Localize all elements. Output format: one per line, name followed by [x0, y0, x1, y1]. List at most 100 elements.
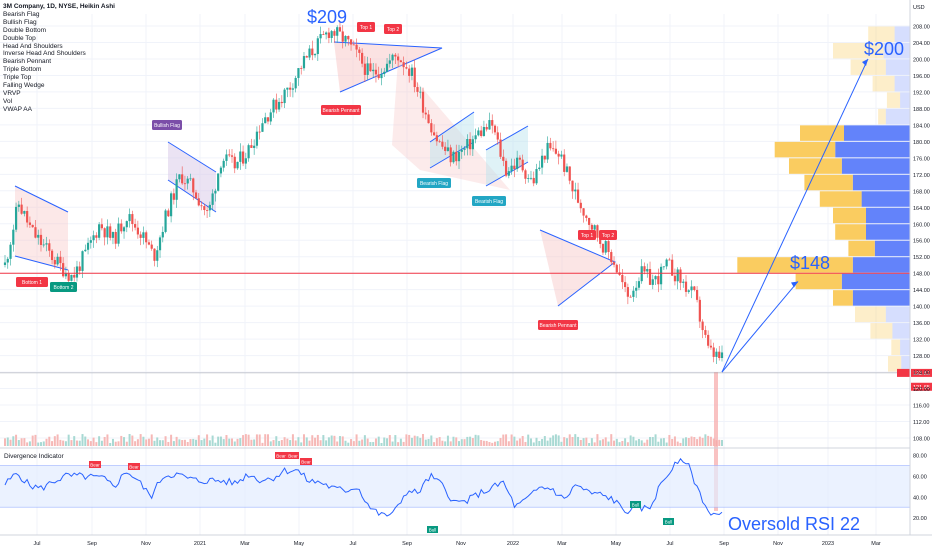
volume-bar — [596, 434, 599, 446]
volume-bar — [449, 441, 452, 446]
candle-body — [17, 204, 20, 207]
volume-bar — [499, 438, 502, 446]
volume-bar — [23, 438, 26, 446]
label-top-1: Top 1 — [360, 25, 372, 31]
candle-body — [648, 269, 652, 285]
volume-bar — [374, 438, 377, 446]
volume-bar — [272, 440, 275, 446]
volume-bar — [535, 437, 538, 446]
candle-body — [582, 208, 585, 216]
candle-body — [466, 139, 469, 149]
indicator-item[interactable]: Vol — [3, 97, 13, 105]
volume-bar — [590, 438, 593, 446]
candle-body — [701, 321, 704, 331]
candle-body — [410, 67, 414, 76]
candle-body — [225, 154, 228, 161]
volume-bar — [297, 437, 300, 446]
label-bearish-flag-2-bg — [472, 196, 506, 206]
volume-bar — [410, 437, 413, 446]
volume-bar — [17, 439, 20, 446]
indicator-item[interactable]: Bullish Flag — [3, 18, 37, 26]
volume-bar — [286, 438, 289, 446]
candle-body — [369, 63, 372, 72]
pattern-line — [167, 141, 217, 173]
candle-body — [131, 214, 134, 225]
indicator-item[interactable]: VRVP — [3, 89, 21, 97]
time-tick-label: Jul — [666, 541, 673, 547]
indicator-item[interactable]: Triple Top — [3, 74, 32, 82]
candle-body — [73, 274, 76, 278]
volume-bar — [92, 437, 95, 446]
volume-profile-up-bar — [833, 42, 884, 59]
label-bullish-flag: Bullish Flag — [154, 123, 180, 129]
candle-body — [540, 155, 544, 168]
label-top-2-b: Top 2 — [602, 233, 614, 239]
candle-body — [217, 173, 220, 191]
volume-bar — [225, 435, 228, 446]
price-tick-label: 208.00 — [913, 25, 930, 31]
candle-body — [468, 139, 472, 150]
volume-bar — [131, 435, 134, 446]
candle-body — [181, 174, 184, 184]
volume-profile-up-bar — [855, 306, 886, 323]
volume-bar — [635, 440, 638, 446]
volume-bar — [624, 438, 627, 446]
indicator-item[interactable]: Double Bottom — [3, 26, 46, 34]
volume-bar — [424, 439, 427, 446]
volume-bar — [117, 441, 120, 446]
candle-body — [474, 135, 477, 140]
candle-body — [621, 274, 624, 283]
indicator-item[interactable]: Bearish Flag — [3, 10, 40, 18]
indicator-item[interactable]: Falling Wedge — [3, 82, 45, 90]
candle-body — [308, 48, 311, 58]
candle-body — [408, 68, 411, 76]
candle-body — [277, 101, 281, 110]
label-bottom-1-bg — [16, 277, 48, 287]
price-tick-label: 184.00 — [913, 123, 930, 129]
candle-body — [535, 169, 538, 184]
indicator-item[interactable]: Head And Shoulders — [3, 42, 63, 50]
volume-bar — [455, 437, 458, 446]
indicator-item[interactable]: Double Top — [3, 34, 36, 42]
volume-bar — [621, 440, 624, 446]
candle-body — [12, 229, 15, 245]
volume-bar — [325, 440, 328, 446]
indicator-item[interactable]: Triple Bottom — [3, 66, 42, 74]
volume-bar — [181, 440, 184, 446]
pattern-line — [539, 229, 616, 307]
candle-body — [673, 275, 677, 282]
indicator-item[interactable]: Inverse Head And Shoulders — [3, 50, 86, 58]
indicator-item[interactable]: Bearish Pennant — [3, 58, 52, 66]
osc-bear-label: Bear — [276, 453, 286, 458]
volume-bar — [56, 434, 59, 446]
volume-bar — [45, 438, 48, 446]
volume-bar — [402, 441, 405, 446]
volume-bar — [386, 438, 389, 446]
volume-bar — [120, 435, 123, 446]
osc-bear-label-bg — [89, 461, 101, 468]
candle-body — [516, 157, 519, 169]
candle-body — [236, 161, 239, 169]
indicator-item[interactable]: VWAP AA — [3, 105, 32, 113]
volume-bar — [294, 440, 297, 446]
volume-bar — [466, 436, 469, 446]
candle-body — [98, 224, 101, 238]
time-tick-label: May — [611, 541, 622, 547]
volume-profile-up-bar — [886, 92, 901, 108]
candle-body — [615, 264, 618, 273]
candle-body — [488, 120, 491, 130]
volume-bar — [507, 441, 510, 446]
candle-body — [158, 237, 162, 251]
pattern-line — [333, 41, 443, 93]
candle-body — [336, 27, 339, 36]
osc-bull-label-bg — [663, 518, 674, 525]
volume-bar — [696, 439, 699, 446]
volume-bar — [247, 434, 250, 446]
candle-body — [28, 222, 32, 225]
volume-bar — [394, 435, 397, 446]
volume-bar — [111, 438, 114, 446]
volume-profile-up-bar — [789, 158, 842, 174]
time-tick-label: Sep — [719, 541, 729, 547]
volume-bar — [114, 441, 117, 446]
